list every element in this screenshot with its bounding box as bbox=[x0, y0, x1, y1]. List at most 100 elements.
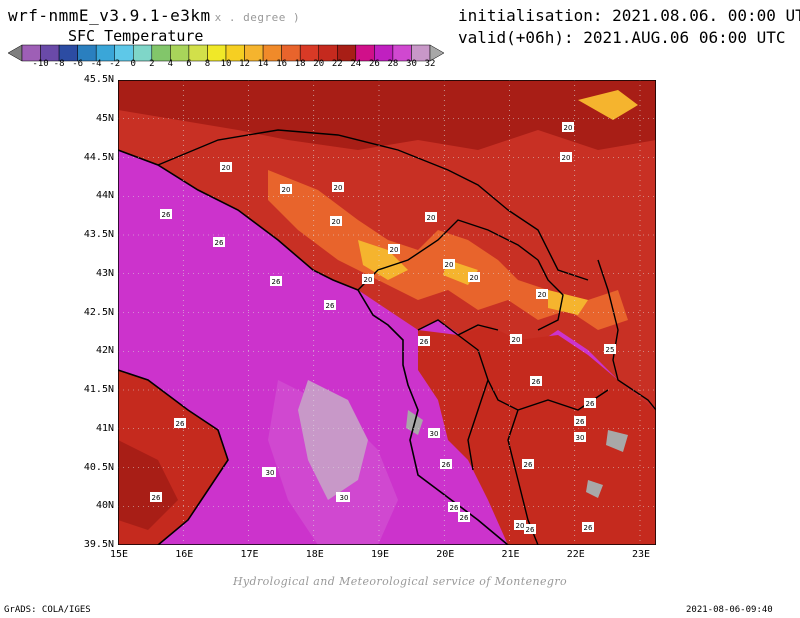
coastline-italy bbox=[118, 369, 229, 545]
colorbar-tick-label: 18 bbox=[294, 59, 306, 69]
contour-label-bg bbox=[150, 492, 162, 502]
colorbar-tick-label: -2 bbox=[109, 59, 121, 69]
contour-label: 26 bbox=[272, 278, 281, 286]
contour-label-bg bbox=[604, 344, 616, 354]
model-label: wrf-nmmE_v3.9.1-e3km bbox=[8, 6, 211, 25]
valid-time: valid(+06h): 2021.AUG.06 06:00 UTC bbox=[458, 28, 786, 47]
contour-label-bg bbox=[522, 459, 534, 469]
contour-label-bg bbox=[270, 276, 282, 286]
contour-label-bg bbox=[440, 459, 452, 469]
contour-label: 20 bbox=[445, 261, 454, 269]
colorbar bbox=[8, 44, 444, 62]
contour-label: 26 bbox=[524, 461, 533, 469]
longitude-label: 16E bbox=[175, 549, 194, 560]
contour-label-bg bbox=[458, 512, 470, 522]
latitude-label: 39.5N bbox=[83, 539, 114, 550]
contour-label-bg bbox=[388, 244, 400, 254]
latitude-label: 44N bbox=[95, 190, 114, 202]
colorbar-tick-label: -8 bbox=[53, 59, 65, 69]
contour-label-bg bbox=[213, 237, 225, 247]
contour-label: 26 bbox=[460, 514, 469, 522]
contour-label-bg bbox=[560, 152, 572, 162]
contour-label: 20 bbox=[512, 336, 521, 344]
colorbar-tick-label: -4 bbox=[90, 59, 102, 69]
contour-label-bg bbox=[362, 274, 374, 284]
colorbar-tick-label: 22 bbox=[331, 59, 343, 69]
unit-label: x . degree ) bbox=[214, 11, 301, 24]
contour-label: 20 bbox=[390, 246, 399, 254]
colorbar-tick-label: -6 bbox=[72, 59, 84, 69]
timestamp: 2021-08-06-09:40 bbox=[686, 605, 773, 615]
contour-label: 30 bbox=[266, 469, 275, 477]
latitude-label: 42N bbox=[95, 345, 114, 357]
variable-title: SFC Temperature bbox=[68, 27, 204, 45]
latitude-label: 45N bbox=[95, 112, 114, 124]
contour-label-bg bbox=[574, 416, 586, 426]
colorbar-tick-label: 28 bbox=[387, 59, 399, 69]
latitude-label: 44.5N bbox=[83, 151, 114, 163]
contour-label: 20 bbox=[282, 186, 291, 194]
colorbar-tick-label: -10 bbox=[32, 59, 49, 69]
contour-label-bg bbox=[514, 520, 526, 530]
contour-label-bg bbox=[220, 162, 232, 172]
contour-label: 20 bbox=[334, 184, 343, 192]
contour-label: 20 bbox=[470, 274, 479, 282]
latitude-label: 42.5N bbox=[83, 306, 114, 318]
contour-label-bg bbox=[574, 432, 586, 442]
contour-label-bg bbox=[443, 259, 455, 269]
contour-label-bg bbox=[536, 289, 548, 299]
contour-label-bg bbox=[324, 300, 336, 310]
longitude-label: 15E bbox=[110, 549, 129, 560]
contour-label: 20 bbox=[562, 154, 571, 162]
contour-label-bg bbox=[418, 336, 430, 346]
latitude-label: 45.5N bbox=[83, 74, 114, 85]
contour-label: 26 bbox=[176, 420, 185, 428]
contour-label: 26 bbox=[576, 418, 585, 426]
contour-label-bg bbox=[530, 376, 542, 386]
longitude-label: 21E bbox=[501, 549, 520, 560]
longitude-label: 18E bbox=[305, 549, 324, 560]
latitude-label: 41.5N bbox=[83, 384, 114, 395]
contour-label-bg bbox=[264, 467, 276, 477]
contour-label-bg bbox=[448, 502, 460, 512]
contour-label-bg bbox=[332, 182, 344, 192]
contour-label-bg bbox=[160, 209, 172, 219]
contour-label: 26 bbox=[162, 211, 171, 219]
contour-label: 26 bbox=[526, 526, 535, 534]
colorbar-tick-label: 2 bbox=[149, 59, 155, 69]
longitude-label: 19E bbox=[371, 549, 390, 560]
colorbar-tick-label: 6 bbox=[186, 59, 192, 69]
contour-label-bg bbox=[428, 428, 440, 438]
contour-label-bg bbox=[425, 212, 437, 222]
colorbar-tick-label: 32 bbox=[424, 59, 436, 69]
model-name: wrf-nmmE_v3.9.1-e3km x . degree ) bbox=[8, 6, 300, 25]
contour-label: 26 bbox=[532, 378, 541, 386]
contour-label: 20 bbox=[364, 276, 373, 284]
colorbar-tick-label: 16 bbox=[276, 59, 288, 69]
land-north-dark bbox=[118, 80, 656, 150]
initialisation-time: initialisation: 2021.08.06. 00:00 UTC bbox=[458, 6, 800, 25]
longitude-label: 17E bbox=[240, 549, 259, 560]
contour-label: 20 bbox=[427, 214, 436, 222]
contour-label: 26 bbox=[450, 504, 459, 512]
latitude-label: 43N bbox=[95, 267, 114, 279]
latitude-label: 40N bbox=[95, 500, 114, 512]
contour-label: 26 bbox=[584, 524, 593, 532]
longitude-label: 23E bbox=[632, 549, 651, 560]
contour-label: 20 bbox=[516, 522, 525, 530]
colorbar-tick-label: 8 bbox=[204, 59, 211, 69]
contour-label: 26 bbox=[215, 239, 224, 247]
colorbar-tick-label: 14 bbox=[257, 59, 269, 69]
colorbar-labels: -10 -8 -6 -4 -2 0 2 4 6 8 10 12 14 16 18 20 22 24 26 28 30 32 bbox=[8, 59, 444, 71]
colorbar-tick-label: 20 bbox=[313, 59, 325, 69]
land-italy-heel bbox=[118, 440, 178, 530]
country-borders bbox=[157, 129, 656, 545]
contour-label: 26 bbox=[442, 461, 451, 469]
contour-label-bg bbox=[584, 398, 596, 408]
contour-label-bg bbox=[524, 524, 536, 534]
contour-label-bg bbox=[338, 492, 350, 502]
contour-label: 26 bbox=[420, 338, 429, 346]
contour-label: 25 bbox=[606, 346, 615, 354]
contour-label: 30 bbox=[340, 494, 349, 502]
